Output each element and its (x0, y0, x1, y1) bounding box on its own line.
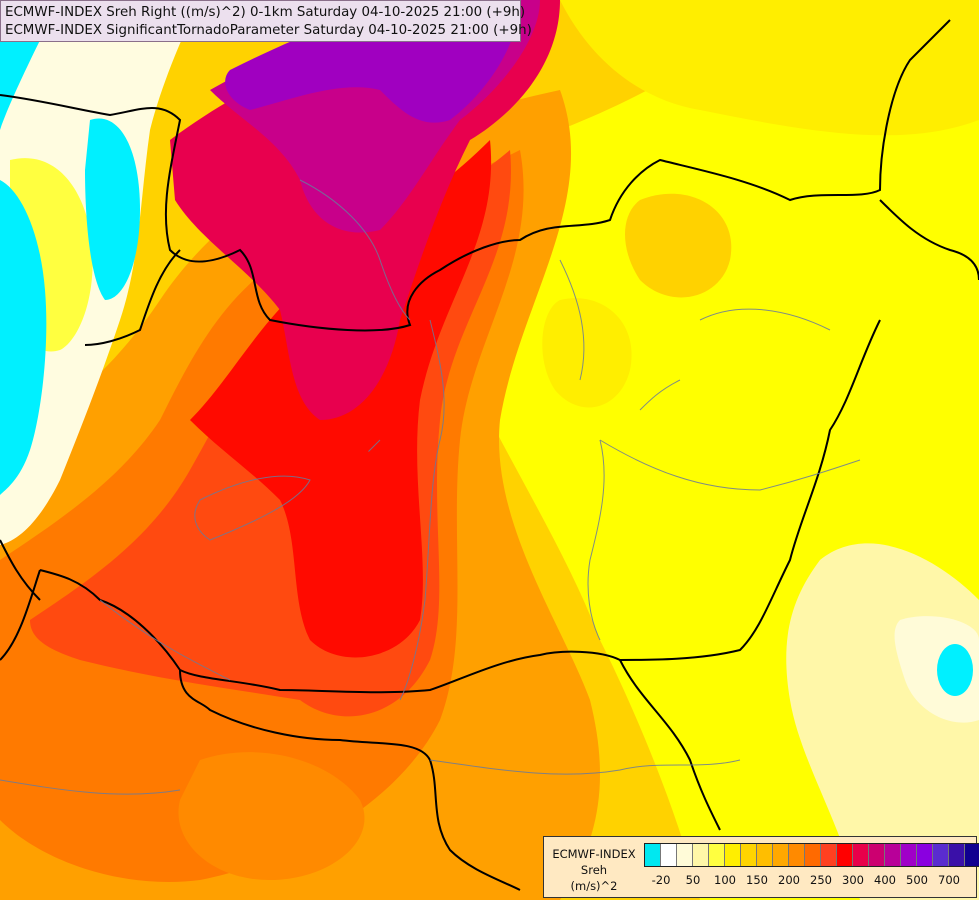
cyan-region-west-large (0, 180, 47, 495)
legend-tick-label: 100 (714, 873, 736, 887)
legend-tick-label: 500 (906, 873, 928, 887)
legend-title-line: (m/s)^2 (570, 879, 618, 893)
legend-tick-label: -20 (651, 873, 671, 887)
legend-tick-label: 200 (778, 873, 800, 887)
legend-color-cell (757, 844, 773, 866)
legend-color-cell (741, 844, 757, 866)
legend-color-cell (693, 844, 709, 866)
legend-color-cell (901, 844, 917, 866)
legend-tick-label: 700 (938, 873, 960, 887)
legend-title-line: Sreh (580, 863, 608, 877)
yellow-region-north (560, 0, 979, 136)
legend-color-cell (837, 844, 853, 866)
legend-color-cell (949, 844, 965, 866)
legend-color-cell (645, 844, 661, 866)
gold-patches-east (625, 193, 732, 298)
map-title-box: ECMWF-INDEX Sreh Right ((m/s)^2) 0-1km S… (0, 0, 532, 42)
legend-color-cell (917, 844, 933, 866)
legend-color-cell (869, 844, 885, 866)
legend-color-cell (853, 844, 869, 866)
map-title-line-2: ECMWF-INDEX SignificantTornadoParameter … (5, 23, 532, 38)
gold-patch-mid (542, 298, 632, 408)
color-legend: ECMWF-INDEX Sreh (m/s)^2 -20 50 100 150 200 2… (543, 836, 979, 898)
legend-tick-label: 150 (746, 873, 768, 887)
orange-south-patch (178, 752, 365, 880)
rivers (0, 179, 861, 795)
legend-color-cell (773, 844, 789, 866)
legend-color-cell (709, 844, 725, 866)
legend-color-bar (644, 843, 979, 867)
legend-color-cell (965, 844, 979, 866)
legend-tick-label: 50 (685, 873, 701, 887)
legend-title-line: ECMWF-INDEX (552, 847, 636, 861)
legend-tick-label: 400 (874, 873, 896, 887)
legend-color-cell (725, 844, 741, 866)
legend-color-cell (821, 844, 837, 866)
legend-color-cell (933, 844, 949, 866)
map-title-line-1: ECMWF-INDEX Sreh Right ((m/s)^2) 0-1km S… (5, 5, 526, 20)
legend-tick-label: 300 (842, 873, 864, 887)
legend-color-cell (677, 844, 693, 866)
cyan-spot-east (937, 644, 973, 696)
legend-color-cell (805, 844, 821, 866)
cyan-region-west-lake (85, 118, 140, 300)
pale-region-east (894, 616, 979, 723)
legend-color-cell (661, 844, 677, 866)
legend-tick-label: 250 (810, 873, 832, 887)
legend-color-cell (789, 844, 805, 866)
country-borders (0, 19, 979, 891)
legend-title: ECMWF-INDEX Sreh (m/s)^2 (550, 846, 638, 894)
legend-color-cell (885, 844, 901, 866)
